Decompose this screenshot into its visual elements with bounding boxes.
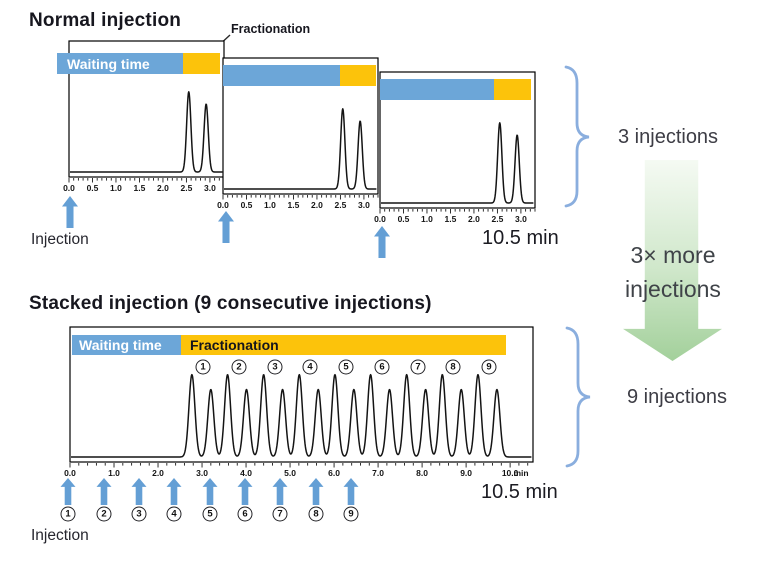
stacked-section-title: Stacked injection (9 consecutive injecti… (29, 293, 432, 314)
svg-text:10.0: 10.0 (502, 468, 519, 478)
injection-number-badge: 5 (202, 506, 218, 522)
normal-section-title: Normal injection (29, 10, 182, 31)
svg-text:1.0: 1.0 (264, 200, 276, 210)
stacked-waiting-time-label: Waiting time (79, 337, 162, 353)
stacked-waiting-time-bar: Waiting time (72, 335, 181, 355)
peak-number-badge: 5 (338, 359, 354, 375)
fractionation-bar-3 (494, 79, 531, 100)
injection-arrow-icon (62, 196, 78, 228)
waiting-time-bar-3 (380, 79, 494, 100)
peak-number-badge: 6 (374, 359, 390, 375)
svg-text:1.5: 1.5 (288, 200, 300, 210)
stacked-fractionation-label: Fractionation (190, 337, 279, 353)
svg-text:2.5: 2.5 (335, 200, 347, 210)
peak-number-badge: 8 (445, 359, 461, 375)
svg-text:7.0: 7.0 (372, 468, 384, 478)
svg-text:2.0: 2.0 (311, 200, 323, 210)
svg-text:1.0: 1.0 (110, 183, 122, 193)
svg-text:3.0: 3.0 (358, 200, 370, 210)
svg-text:0.5: 0.5 (398, 214, 410, 224)
total-time-bottom: 10.5 min (481, 481, 558, 503)
injection-number-badge: 3 (131, 506, 147, 522)
fractionation-bar-2 (340, 65, 376, 86)
svg-text:8.0: 8.0 (416, 468, 428, 478)
injection-number-badge: 9 (343, 506, 359, 522)
svg-text:2.0: 2.0 (157, 183, 169, 193)
peak-number-badge: 2 (231, 359, 247, 375)
svg-text:0.5: 0.5 (87, 183, 99, 193)
svg-text:1.0: 1.0 (421, 214, 433, 224)
svg-text:1.5: 1.5 (134, 183, 146, 193)
fractionation-bar-1 (183, 53, 220, 74)
transition-text: 3× more injections (597, 238, 749, 306)
svg-text:3.0: 3.0 (204, 183, 216, 193)
svg-text:0.0: 0.0 (217, 200, 229, 210)
svg-text:2.0: 2.0 (468, 214, 480, 224)
svg-text:0.0: 0.0 (64, 468, 76, 478)
brace-3-injections-icon (564, 65, 590, 208)
total-time-top: 10.5 min (482, 227, 559, 249)
svg-text:min: min (513, 468, 528, 478)
svg-text:9.0: 9.0 (460, 468, 472, 478)
svg-text:0.5: 0.5 (241, 200, 253, 210)
injection-number-badge: 4 (166, 506, 182, 522)
svg-text:3.0: 3.0 (515, 214, 527, 224)
svg-text:0.0: 0.0 (374, 214, 386, 224)
waiting-time-bar-1: Waiting time (57, 53, 183, 74)
svg-text:3.0: 3.0 (196, 468, 208, 478)
peak-number-badge: 7 (410, 359, 426, 375)
three-injections-label: 3 injections (618, 126, 719, 148)
transition-line1: 3× more (630, 242, 716, 268)
svg-text:0.0: 0.0 (63, 183, 75, 193)
peak-number-badge: 3 (267, 359, 283, 375)
svg-text:4.0: 4.0 (240, 468, 252, 478)
injection-number-badge: 7 (272, 506, 288, 522)
svg-text:5.0: 5.0 (284, 468, 296, 478)
svg-text:2.5: 2.5 (492, 214, 504, 224)
fractionation-callout-label: Fractionation (231, 22, 311, 36)
waiting-time-bar-2 (223, 65, 340, 86)
injection-label-bottom: Injection (31, 527, 89, 544)
svg-text:1.5: 1.5 (445, 214, 457, 224)
injection-arrow-icon (218, 211, 234, 243)
peak-number-badge: 4 (302, 359, 318, 375)
transition-line2: injections (625, 276, 721, 302)
svg-text:2.0: 2.0 (152, 468, 164, 478)
svg-text:1.0: 1.0 (108, 468, 120, 478)
injection-number-badge: 8 (308, 506, 324, 522)
stacked-fractionation-bar: Fractionation (181, 335, 506, 355)
injection-label-top: Injection (31, 231, 89, 248)
injection-arrow-icon (374, 226, 390, 258)
waiting-time-label: Waiting time (67, 55, 150, 72)
brace-9-injections-icon (565, 326, 591, 468)
svg-text:2.5: 2.5 (181, 183, 193, 193)
injection-number-badge: 2 (96, 506, 112, 522)
injection-number-badge: 1 (60, 506, 76, 522)
svg-text:6.0: 6.0 (328, 468, 340, 478)
injection-number-badge: 6 (237, 506, 253, 522)
peak-number-badge: 9 (481, 359, 497, 375)
nine-injections-label: 9 injections (627, 386, 728, 408)
peak-number-badge: 1 (195, 359, 211, 375)
